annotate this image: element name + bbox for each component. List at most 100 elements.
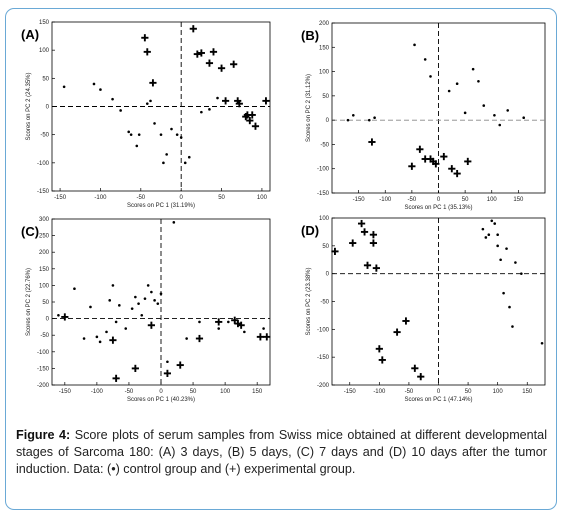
x-axis-label: Scores on PC 1 (35.13%) xyxy=(404,205,472,211)
control-point xyxy=(149,99,152,103)
experimental-point xyxy=(262,97,270,105)
experimental-point xyxy=(109,336,117,344)
control-point xyxy=(508,305,511,309)
experimental-point xyxy=(131,364,139,372)
y-axis-label: Scores on PC 2 (24.35%) xyxy=(26,72,32,140)
y-tick-label: -100 xyxy=(317,167,330,173)
x-tick-label: -100 xyxy=(94,195,107,201)
control-point xyxy=(145,102,149,105)
control-point xyxy=(98,340,102,344)
x-tick-label: 50 xyxy=(462,197,469,203)
control-point xyxy=(105,330,108,334)
control-point xyxy=(217,327,221,330)
x-axis-label: Scores on PC 1 (31.19%) xyxy=(127,203,195,209)
control-point xyxy=(455,82,459,86)
control-point xyxy=(62,85,66,89)
control-point xyxy=(352,113,355,117)
x-tick-label: 0 xyxy=(437,389,441,395)
experimental-point xyxy=(375,345,383,353)
control-point xyxy=(92,82,96,86)
experimental-point xyxy=(195,334,204,343)
control-point xyxy=(165,153,168,156)
control-point xyxy=(484,236,488,239)
control-point xyxy=(130,307,134,310)
control-point xyxy=(481,227,485,231)
panel-label: (C) xyxy=(21,224,39,239)
panel-label: (A) xyxy=(21,27,39,42)
experimental-point xyxy=(112,374,120,382)
control-point xyxy=(540,341,544,345)
y-tick-label: 100 xyxy=(39,283,50,289)
y-axis-label: Scores on PC 2 (23.38%) xyxy=(306,267,312,335)
experimental-point xyxy=(197,49,205,57)
control-point xyxy=(482,104,486,107)
experimental-point xyxy=(61,313,69,321)
control-point xyxy=(487,233,491,236)
x-tick-label: 150 xyxy=(522,389,533,395)
experimental-point xyxy=(205,59,214,67)
experimental-point xyxy=(209,48,218,56)
experimental-point xyxy=(143,48,151,56)
experimental-point xyxy=(417,373,425,381)
y-tick-label: -150 xyxy=(37,366,50,372)
y-tick-label: -200 xyxy=(37,383,50,389)
score-plots: -150 -100 -50 0 50 100 -150 -100 -50 0 50 100 150 Sco… xyxy=(21,20,546,403)
y-tick-label: 50 xyxy=(322,244,329,250)
control-point xyxy=(108,299,112,302)
experimental-point xyxy=(251,122,260,130)
control-point xyxy=(99,88,102,91)
x-tick-label: 100 xyxy=(220,389,231,395)
y-tick-label: -50 xyxy=(40,133,49,139)
experimental-point xyxy=(235,100,243,108)
control-point xyxy=(514,261,517,264)
panel-a: -150 -100 -50 0 50 100 -150 -100 -50 0 50 100 150 Sco… xyxy=(21,20,271,209)
y-tick-label: -150 xyxy=(317,191,330,197)
control-point xyxy=(198,320,201,324)
control-point xyxy=(166,360,169,364)
x-tick-label: -150 xyxy=(59,389,72,395)
y-tick-label: 150 xyxy=(39,267,50,273)
y-tick-label: 100 xyxy=(39,48,50,54)
experimental-point xyxy=(263,333,271,341)
experimental-point xyxy=(246,116,254,125)
control-point xyxy=(111,284,115,287)
control-point xyxy=(498,123,502,127)
panel-label: (D) xyxy=(301,223,319,238)
experimental-point xyxy=(221,97,230,105)
y-axis-label: Scores on PC 2 (31.12%) xyxy=(306,74,312,142)
x-tick-label: 150 xyxy=(252,389,263,395)
control-point xyxy=(502,291,505,295)
experimental-point xyxy=(147,321,155,329)
control-point xyxy=(499,258,502,262)
y-tick-label: -200 xyxy=(317,383,330,389)
control-point xyxy=(423,58,427,61)
y-tick-label: 150 xyxy=(39,20,50,26)
experimental-point xyxy=(369,231,378,239)
control-point xyxy=(477,79,480,83)
control-point xyxy=(57,313,60,317)
x-tick-label: -150 xyxy=(344,389,357,395)
control-point xyxy=(124,327,128,330)
control-point xyxy=(447,89,451,93)
control-point xyxy=(159,133,163,136)
panel-c: -150 -100 -50 0 50 100 150 -200 -150 -100 -50 0 50 10… xyxy=(21,217,271,403)
control-point xyxy=(162,161,165,165)
y-tick-label: -100 xyxy=(37,350,50,356)
figure-caption: Figure 4: Score plots of serum samples f… xyxy=(16,427,547,478)
experimental-point xyxy=(372,264,380,272)
control-point xyxy=(153,122,156,125)
panel-d: -150 -100 -50 0 50 100 150 -200 -150 -100 -50 0 50 10… xyxy=(301,216,546,403)
x-tick-label: 50 xyxy=(465,389,472,395)
y-tick-label: 300 xyxy=(39,217,50,223)
control-point xyxy=(505,247,508,250)
control-point xyxy=(146,284,150,287)
y-tick-label: 250 xyxy=(39,234,50,240)
experimental-point xyxy=(193,50,201,58)
control-point xyxy=(170,127,173,131)
x-tick-label: 50 xyxy=(218,195,225,201)
control-point xyxy=(143,297,147,300)
control-point xyxy=(150,290,153,294)
experimental-point xyxy=(393,328,401,336)
x-tick-label: -150 xyxy=(54,195,67,201)
x-tick-label: 0 xyxy=(437,197,441,203)
